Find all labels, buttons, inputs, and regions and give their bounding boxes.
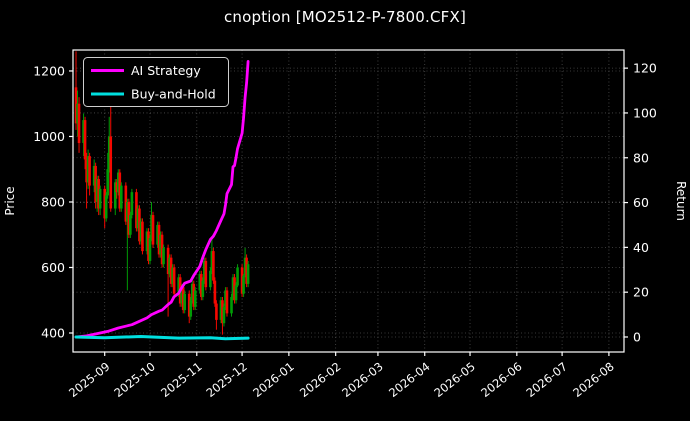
price-tick-label: 1200 xyxy=(33,63,65,78)
return-tick-label: 20 xyxy=(633,285,649,300)
return-tick-label: 0 xyxy=(633,329,641,344)
date-tick-label: 2026-06 xyxy=(478,359,524,400)
series-buy-and-hold xyxy=(74,335,250,341)
price-tick-label: 800 xyxy=(41,194,65,209)
return-axis-label: Return xyxy=(674,181,688,221)
price-axis: 400 600 800 1000 1200 Price xyxy=(3,63,73,341)
price-tick-label: 600 xyxy=(41,260,65,275)
date-tick-label: 2026-05 xyxy=(431,359,477,400)
date-tick-label: 2026-08 xyxy=(570,359,616,400)
date-tick-label: 2026-01 xyxy=(250,359,296,400)
date-tick-label: 2026-02 xyxy=(297,359,343,400)
return-tick-label: 60 xyxy=(633,195,649,210)
date-tick-label: 2026-03 xyxy=(339,359,385,400)
buy-and-hold-line xyxy=(74,335,250,341)
plot-frame xyxy=(72,49,625,353)
price-tick-label: 1000 xyxy=(33,129,65,144)
legend: AI Strategy Buy-and-Hold xyxy=(83,57,229,107)
legend-label: AI Strategy xyxy=(131,63,201,78)
return-tick-label: 120 xyxy=(633,61,657,76)
price-tick-label: 400 xyxy=(41,326,65,341)
date-tick-label: 2025-10 xyxy=(111,359,157,400)
legend-label: Buy-and-Hold xyxy=(131,87,216,102)
candlestick-series xyxy=(74,51,250,335)
series-ai-strategy xyxy=(74,60,250,339)
return-tick-label: 100 xyxy=(633,105,657,120)
date-tick-label: 2026-07 xyxy=(523,359,569,400)
chart-title: cnoption [MO2512-P-7800.CFX] xyxy=(223,8,467,26)
return-tick-label: 40 xyxy=(633,240,649,255)
price-axis-label: Price xyxy=(3,186,17,215)
date-tick-label: 2025-09 xyxy=(66,359,112,400)
date-tick-label: 2026-04 xyxy=(386,359,432,400)
grid-lines xyxy=(73,50,624,352)
return-axis: 0 20 40 60 80 100 120 Return xyxy=(624,61,688,344)
ai-strategy-line xyxy=(74,60,250,339)
date-tick-label: 2025-12 xyxy=(203,359,249,400)
date-tick-label: 2025-11 xyxy=(158,359,204,400)
return-tick-label: 80 xyxy=(633,150,649,165)
